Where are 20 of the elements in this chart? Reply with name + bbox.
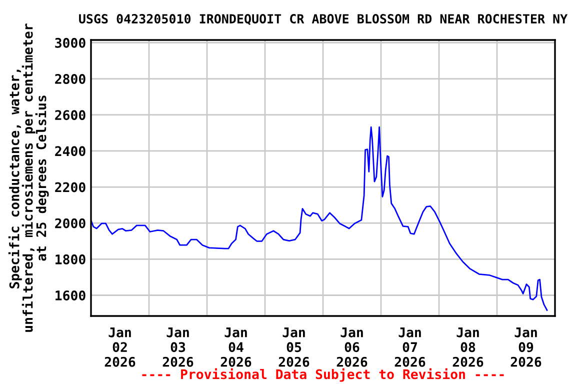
y-tick-label: 2000 bbox=[55, 218, 86, 228]
x-tick-label: Jan 04 2026 bbox=[220, 328, 252, 367]
y-tick-label: 1600 bbox=[56, 290, 86, 300]
y-tick-label: 1800 bbox=[56, 254, 86, 264]
y-tick-label: 3000 bbox=[55, 38, 86, 48]
x-tick-label: Jan 05 2026 bbox=[278, 328, 310, 367]
y-axis-title: Specific conductance, water, unfiltered, microsiemens per centimeter at 25 degrees Celsius bbox=[8, 24, 49, 332]
y-tick-label: 2200 bbox=[55, 182, 86, 192]
x-tick-label: Jan 08 2026 bbox=[452, 328, 484, 367]
y-tick-label: 2400 bbox=[55, 146, 86, 156]
y-tick-label: 2800 bbox=[55, 74, 86, 84]
text: ---- Provisional Data Subject to Revision ---- bbox=[142, 368, 504, 382]
x-tick-label: Jan 03 2026 bbox=[162, 328, 194, 367]
chart-title: USGS 0423205010 IRONDEQUOIT CR ABOVE BLOSSOM RD NEAR ROCHESTER NY bbox=[79, 14, 568, 26]
x-tick-label: Jan 09 2026 bbox=[510, 328, 542, 367]
x-tick-label: Jan 07 2026 bbox=[394, 328, 426, 367]
line-series bbox=[91, 126, 548, 311]
y-tick-label: 2600 bbox=[55, 110, 86, 120]
x-tick-label: Jan 06 2026 bbox=[336, 328, 368, 367]
x-tick-label: Jan 02 2026 bbox=[104, 328, 136, 367]
